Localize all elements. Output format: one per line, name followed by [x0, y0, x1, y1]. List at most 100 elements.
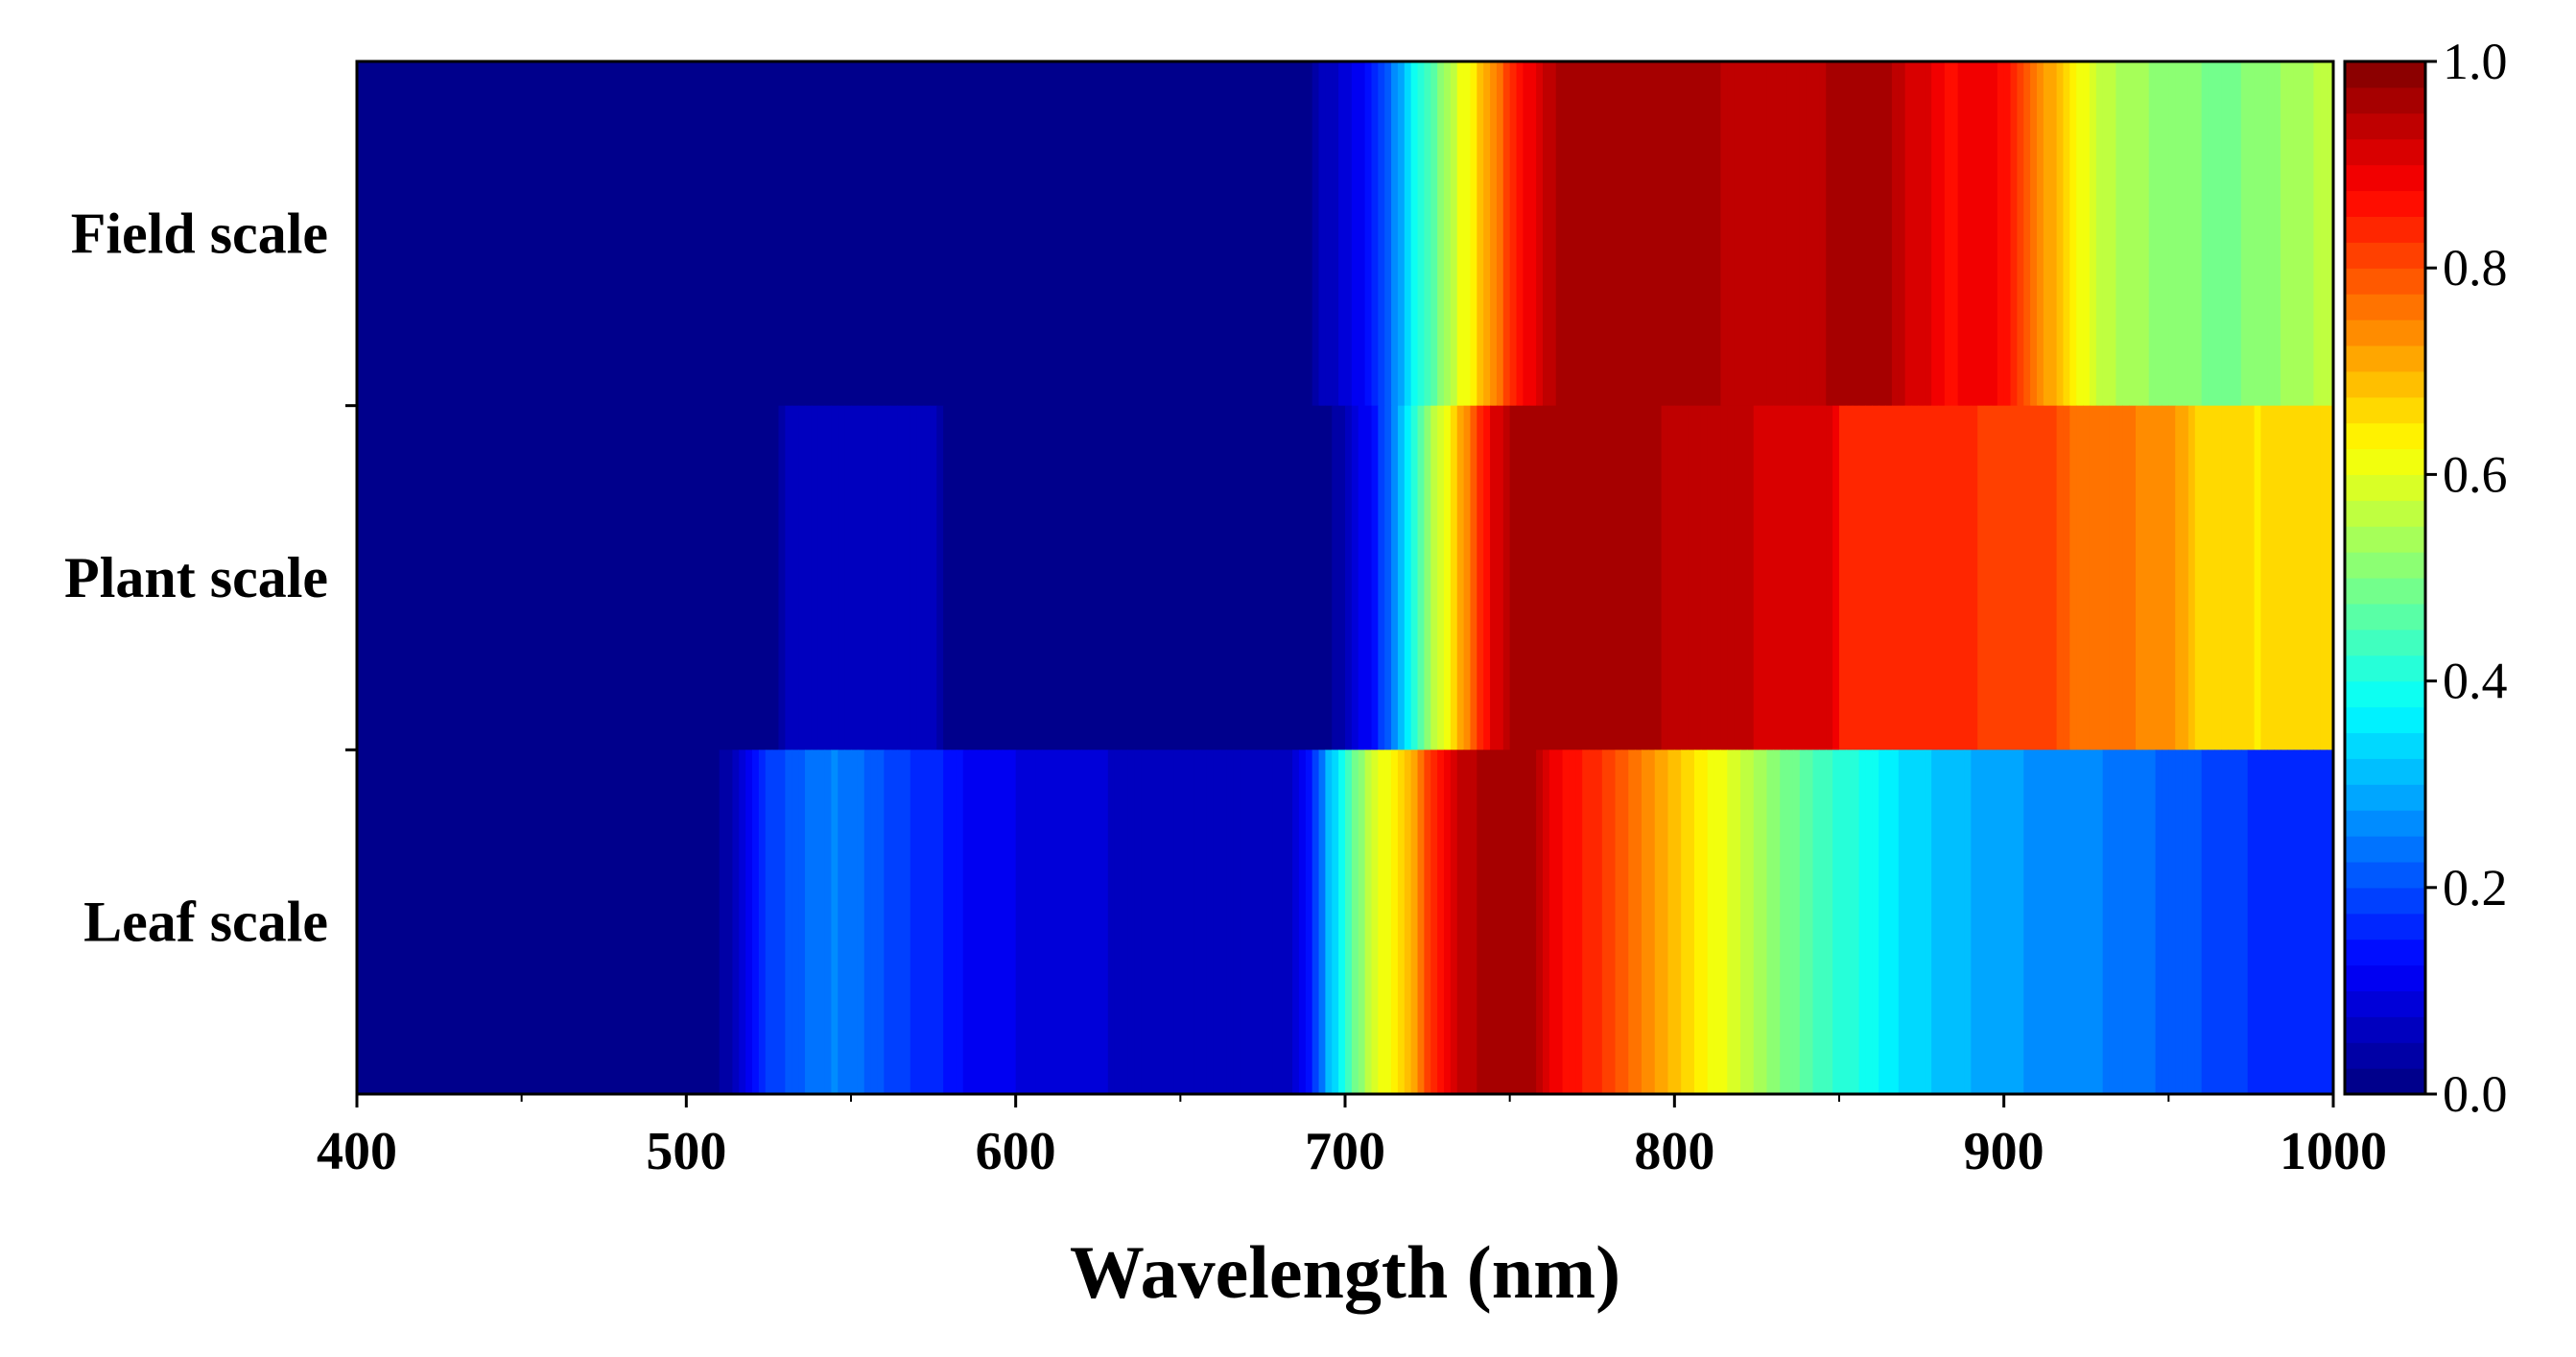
- heatmap-cell: [1918, 61, 1926, 407]
- heatmap-cell: [1674, 61, 1682, 407]
- heatmap-cell: [1819, 61, 1827, 407]
- heatmap-cell: [390, 750, 397, 1095]
- heatmap-cell: [1240, 405, 1247, 750]
- heatmap-cell: [1410, 750, 1419, 1095]
- heatmap-cell: [468, 61, 477, 407]
- heatmap-cell: [1312, 61, 1320, 407]
- heatmap-cell: [1173, 405, 1181, 750]
- heatmap-cell: [587, 750, 595, 1095]
- colorbar-level: [2345, 655, 2425, 682]
- heatmap-cell: [2168, 405, 2176, 750]
- heatmap-cell: [1806, 405, 1814, 750]
- heatmap-cell: [666, 61, 674, 407]
- heatmap-cell: [606, 405, 615, 750]
- heatmap-cell: [2168, 750, 2176, 1095]
- heatmap-cell: [1246, 405, 1254, 750]
- heatmap-cell: [357, 61, 365, 407]
- heatmap-cell: [1529, 750, 1537, 1095]
- heatmap-cell: [1279, 750, 1287, 1095]
- heatmap-cell: [461, 750, 470, 1095]
- heatmap-cell: [1088, 61, 1096, 407]
- heatmap-cell: [956, 750, 964, 1095]
- heatmap-cell: [415, 405, 424, 750]
- heatmap-cell: [594, 61, 602, 407]
- heatmap-cell: [870, 405, 879, 750]
- heatmap-cell: [1872, 750, 1879, 1095]
- heatmap-cell: [2274, 61, 2281, 407]
- heatmap-cell: [508, 405, 516, 750]
- heatmap-cell: [633, 405, 641, 750]
- heatmap-cell: [1364, 750, 1373, 1095]
- heatmap-cell: [449, 61, 457, 407]
- heatmap-cell: [2063, 405, 2070, 750]
- heatmap-cell: [1713, 405, 1721, 750]
- heatmap-cell: [1608, 61, 1617, 407]
- heatmap-cell: [1786, 61, 1794, 407]
- heatmap-cell: [1364, 405, 1373, 750]
- heatmap-cell: [1766, 61, 1774, 407]
- heatmap-cell: [1707, 405, 1715, 750]
- heatmap-cell: [514, 61, 523, 407]
- heatmap-cell: [1740, 750, 1748, 1095]
- colorbar-level: [2345, 190, 2425, 217]
- heatmap-cell: [1246, 61, 1254, 407]
- heatmap-cell: [1318, 750, 1326, 1095]
- heatmap-cell: [1661, 405, 1669, 750]
- heatmap-cell: [2043, 750, 2051, 1095]
- heatmap-cell: [673, 61, 681, 407]
- heatmap-cell: [1081, 61, 1089, 407]
- heatmap-cell: [1233, 750, 1241, 1095]
- heatmap-cell: [1008, 750, 1017, 1095]
- heatmap-cell: [1720, 405, 1728, 750]
- heatmap-cell: [2267, 61, 2275, 407]
- heatmap-cell: [1068, 405, 1076, 750]
- heatmap-cell: [2274, 405, 2281, 750]
- heatmap-cell: [1325, 405, 1333, 750]
- heatmap-cell: [502, 750, 509, 1095]
- colorbar: 0.0 0.2 0.4 0.6 0.8 1.0: [2343, 33, 2508, 1123]
- heatmap-cell: [1206, 405, 1215, 750]
- heatmap-cell: [804, 61, 813, 407]
- heatmap-cell: [2260, 750, 2268, 1095]
- heatmap-cell: [2234, 750, 2242, 1095]
- heatmap-cell: [1812, 750, 1820, 1095]
- heatmap-cell: [1911, 405, 1919, 750]
- heatmap-cell: [976, 405, 983, 750]
- heatmap-cell: [2267, 405, 2275, 750]
- heatmap-cell: [2254, 405, 2262, 750]
- heatmap-cell: [1042, 405, 1050, 750]
- heatmap-cell: [1727, 405, 1735, 750]
- heatmap-cell: [1298, 405, 1307, 750]
- heatmap-cell: [403, 750, 411, 1095]
- heatmap-cell: [1450, 61, 1458, 407]
- heatmap-cell: [2300, 405, 2308, 750]
- heatmap-cell: [705, 61, 714, 407]
- heatmap-cell: [1904, 405, 1913, 750]
- heatmap-cell: [1240, 61, 1247, 407]
- heatmap-cell: [936, 750, 944, 1095]
- heatmap-cell: [2313, 750, 2321, 1095]
- heatmap-cell: [2136, 61, 2143, 407]
- heatmap-cell: [1226, 405, 1234, 750]
- heatmap-cell: [514, 405, 523, 750]
- heatmap-cell: [956, 405, 964, 750]
- heatmap-cell: [1002, 405, 1010, 750]
- heatmap-cell: [1160, 750, 1169, 1095]
- row-label: Plant scale: [64, 546, 328, 609]
- heatmap-cell: [2281, 405, 2288, 750]
- heatmap-cell: [2162, 61, 2169, 407]
- heatmap-cell: [1971, 405, 1978, 750]
- heatmap-cell: [1792, 750, 1801, 1095]
- heatmap-cell: [620, 405, 628, 750]
- heatmap-cell: [1977, 61, 1985, 407]
- heatmap-cell: [1780, 750, 1787, 1095]
- heatmap-cell: [1885, 750, 1893, 1095]
- heatmap-cell: [396, 750, 404, 1095]
- heatmap-cell: [1075, 405, 1082, 750]
- colorbar-level: [2345, 964, 2425, 991]
- heatmap-cell: [521, 405, 530, 750]
- heatmap-cell: [1872, 405, 1879, 750]
- heatmap-cell: [2083, 750, 2091, 1095]
- heatmap-cell: [910, 405, 918, 750]
- heatmap-cell: [2247, 61, 2256, 407]
